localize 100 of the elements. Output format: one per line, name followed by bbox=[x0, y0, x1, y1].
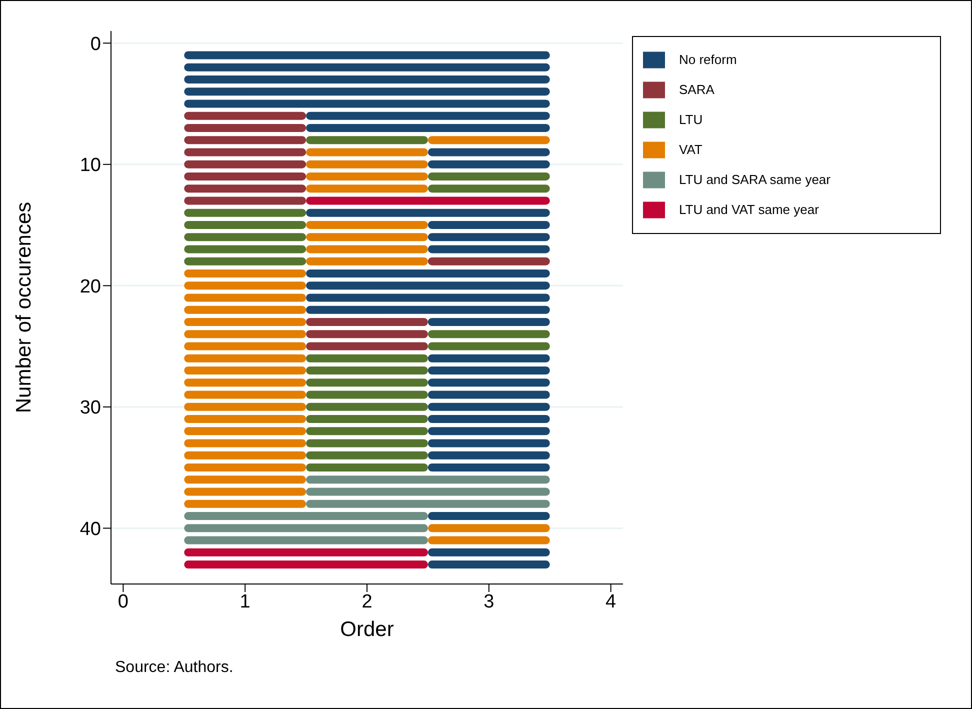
bar bbox=[306, 427, 428, 436]
x-tick-label: 3 bbox=[484, 591, 494, 612]
legend-label: SARA bbox=[679, 82, 714, 97]
bar bbox=[428, 536, 550, 544]
bar bbox=[184, 196, 306, 205]
y-tick-label: 30 bbox=[80, 398, 101, 419]
bar bbox=[184, 148, 306, 156]
y-tick-label: 10 bbox=[80, 155, 101, 176]
bar bbox=[184, 427, 306, 436]
bar bbox=[184, 536, 428, 544]
bar bbox=[428, 560, 550, 569]
bar bbox=[184, 269, 306, 278]
bar bbox=[306, 245, 428, 254]
bar bbox=[428, 402, 550, 411]
y-tick-label: 20 bbox=[80, 276, 101, 298]
bar bbox=[184, 476, 306, 484]
bar bbox=[428, 366, 550, 374]
bar bbox=[428, 220, 550, 229]
bar bbox=[306, 208, 550, 217]
bar bbox=[306, 439, 428, 448]
bar bbox=[184, 100, 550, 108]
bar bbox=[184, 488, 306, 496]
bar bbox=[428, 524, 550, 532]
bar bbox=[306, 390, 428, 399]
bar bbox=[306, 306, 550, 314]
bar bbox=[428, 451, 550, 460]
bar bbox=[184, 354, 306, 362]
bar bbox=[306, 269, 550, 278]
x-axis-title: Order bbox=[340, 618, 394, 641]
bar bbox=[184, 306, 306, 314]
bar bbox=[306, 220, 428, 229]
bar bbox=[428, 512, 550, 520]
legend-label: No reform bbox=[679, 52, 737, 67]
bar bbox=[428, 548, 550, 556]
bar bbox=[428, 233, 550, 242]
bar bbox=[428, 354, 550, 362]
bar bbox=[428, 184, 550, 193]
bar bbox=[184, 294, 306, 302]
bar bbox=[184, 75, 550, 84]
bar bbox=[306, 366, 428, 374]
bar bbox=[184, 160, 306, 168]
bar bbox=[306, 294, 550, 302]
bar bbox=[184, 451, 306, 460]
bar bbox=[428, 318, 550, 326]
bar bbox=[184, 464, 306, 472]
bar bbox=[428, 464, 550, 472]
bar bbox=[184, 63, 550, 72]
source-note: Source: Authors. bbox=[115, 659, 234, 677]
bar bbox=[184, 524, 428, 532]
bar bbox=[184, 257, 306, 266]
bar bbox=[428, 136, 550, 144]
bar bbox=[184, 548, 428, 556]
bar bbox=[428, 148, 550, 156]
bar bbox=[184, 51, 550, 60]
bar bbox=[428, 245, 550, 254]
bar bbox=[184, 282, 306, 290]
bar bbox=[428, 342, 550, 350]
bar bbox=[184, 208, 306, 217]
legend-label: LTU bbox=[679, 112, 703, 127]
bar bbox=[428, 160, 550, 168]
bar bbox=[184, 512, 428, 520]
bar bbox=[306, 342, 428, 350]
bar bbox=[306, 318, 428, 326]
bar bbox=[306, 476, 550, 484]
bar bbox=[306, 415, 428, 424]
bar bbox=[306, 451, 428, 460]
bar bbox=[184, 245, 306, 254]
bar bbox=[184, 560, 428, 569]
x-tick-label: 1 bbox=[240, 591, 250, 612]
bar bbox=[184, 415, 306, 424]
bar bbox=[184, 402, 306, 411]
bar bbox=[184, 378, 306, 387]
bar bbox=[306, 402, 428, 411]
bar bbox=[184, 318, 306, 326]
bar bbox=[184, 124, 306, 132]
legend-label: LTU and VAT same year bbox=[679, 202, 819, 217]
bar bbox=[306, 184, 428, 193]
legend-label: LTU and SARA same year bbox=[679, 172, 830, 187]
bar bbox=[184, 500, 306, 508]
bar bbox=[306, 282, 550, 290]
x-tick-label: 2 bbox=[362, 591, 372, 612]
bar bbox=[428, 172, 550, 180]
bar bbox=[306, 257, 428, 266]
bar bbox=[184, 390, 306, 399]
bar bbox=[428, 257, 550, 266]
bar bbox=[184, 342, 306, 350]
x-tick-label: 0 bbox=[118, 591, 128, 612]
bar bbox=[428, 427, 550, 436]
bar bbox=[184, 439, 306, 448]
bar bbox=[306, 112, 550, 120]
bar bbox=[306, 354, 428, 362]
bar bbox=[428, 330, 550, 338]
legend-label: VAT bbox=[679, 142, 702, 157]
bar bbox=[306, 488, 550, 496]
bar bbox=[306, 124, 550, 132]
bar bbox=[184, 88, 550, 96]
bar bbox=[184, 233, 306, 242]
bar bbox=[428, 439, 550, 448]
bar bbox=[428, 415, 550, 424]
y-axis-title: Number of occurences bbox=[12, 202, 36, 414]
